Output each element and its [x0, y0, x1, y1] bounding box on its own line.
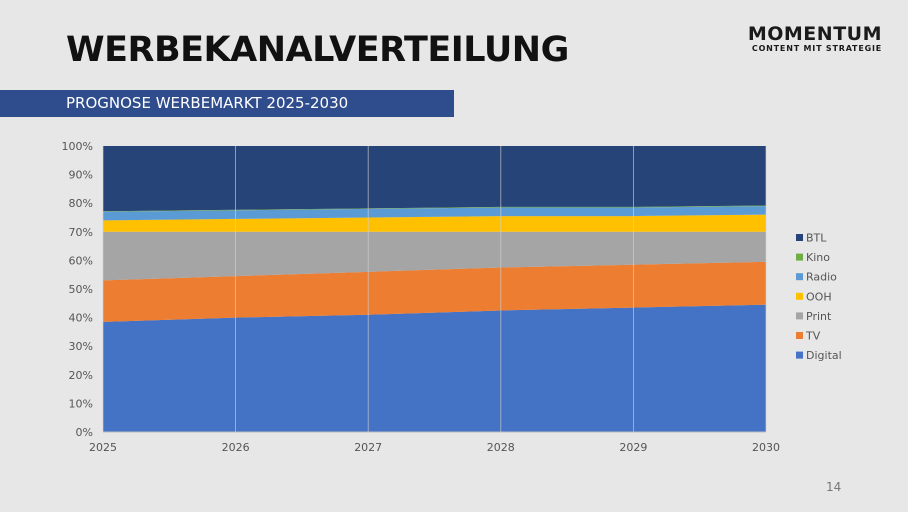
legend-swatch-tv — [796, 332, 803, 339]
legend-swatch-ooh — [796, 292, 803, 300]
legend-label-ooh: OOH — [806, 290, 832, 303]
area-print — [103, 231, 766, 281]
legend-swatch-btl — [796, 234, 803, 241]
slide-subtitle: PROGNOSE WERBEMARKT 2025-2030 — [66, 94, 349, 112]
x-tick-label: 2027 — [354, 441, 382, 454]
legend-label-btl: BTL — [806, 232, 827, 245]
y-tick-label: 0% — [76, 426, 93, 439]
y-tick-label: 30% — [69, 340, 93, 353]
y-tick-label: 70% — [69, 226, 93, 239]
area-radio — [103, 206, 766, 221]
legend-swatch-radio — [796, 273, 803, 281]
legend-label-digital: Digital — [806, 349, 842, 362]
x-tick-label: 2029 — [619, 441, 647, 454]
y-tick-label: 50% — [69, 283, 93, 296]
y-tick-label: 10% — [69, 397, 93, 410]
y-tick-label: 20% — [69, 369, 93, 382]
area-kino — [103, 205, 766, 212]
momentum-logo: MOMENTUM CONTENT MIT STRATEGIE — [748, 24, 882, 54]
x-axis-labels: 2025 2026 2027 2028 2029 2030 — [89, 441, 780, 454]
legend-label-print: Print — [806, 310, 832, 323]
x-tick-label: 2025 — [89, 441, 117, 454]
area-ooh — [103, 214, 766, 232]
chart-areas — [103, 146, 766, 432]
legend-swatch-digital — [796, 351, 803, 359]
y-tick-label: 80% — [69, 197, 93, 210]
page-number: 14 — [826, 480, 842, 494]
area-tv — [103, 261, 766, 322]
legend-label-kino: Kino — [806, 251, 830, 264]
logo-name: MOMENTUM — [747, 23, 882, 45]
chart-legend: BTL Kino Radio OOH Print TV Digital — [796, 232, 842, 362]
legend-swatch-kino — [796, 253, 803, 261]
area-btl — [103, 146, 766, 212]
legend-label-radio: Radio — [806, 271, 837, 284]
logo-tagline: CONTENT MIT STRATEGIE — [751, 44, 882, 53]
x-tick-label: 2030 — [752, 441, 780, 454]
x-tick-label: 2028 — [487, 441, 515, 454]
chart-gridlines — [102, 146, 767, 433]
legend-swatch-print — [796, 312, 803, 320]
y-tick-label: 100% — [62, 140, 93, 153]
y-tick-label: 60% — [69, 254, 93, 267]
y-tick-label: 90% — [69, 169, 93, 182]
y-axis-labels: 0% 10% 20% 30% 40% 50% 60% 70% 80% 90% 100% — [62, 140, 93, 439]
y-tick-label: 40% — [69, 312, 93, 325]
slide-title: WERBEKANALVERTEILUNG — [66, 30, 569, 70]
subtitle-bar: PROGNOSE WERBEMARKT 2025-2030 — [0, 90, 454, 117]
x-tick-label: 2026 — [222, 441, 250, 454]
legend-label-tv: TV — [805, 330, 821, 343]
area-digital — [103, 304, 766, 432]
